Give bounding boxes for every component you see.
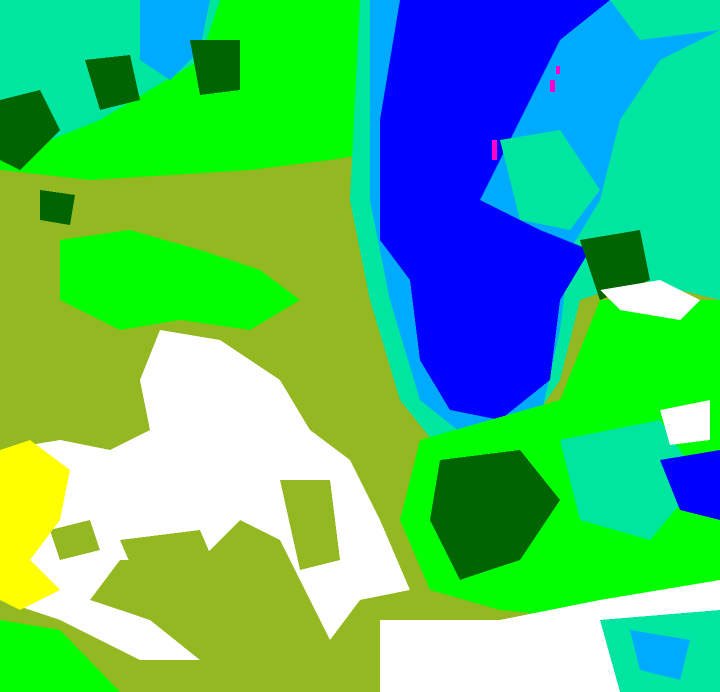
region-dark-green-2 bbox=[0, 90, 60, 170]
region-top-right-teal bbox=[610, 0, 720, 40]
region-lower-right-blue bbox=[660, 450, 720, 520]
magenta-speck-2 bbox=[492, 140, 497, 160]
region-right-dark-1 bbox=[580, 230, 650, 300]
region-olive-patch-2 bbox=[120, 530, 230, 640]
magenta-speck-1 bbox=[550, 80, 555, 92]
region-mid-green bbox=[60, 230, 300, 330]
region-white-cloud bbox=[0, 330, 410, 660]
region-lower-right-teal bbox=[560, 420, 700, 540]
region-bottom-green bbox=[0, 620, 120, 692]
region-yellow bbox=[0, 440, 70, 610]
region-right-white-1 bbox=[600, 280, 700, 320]
region-dark-green-4 bbox=[85, 55, 140, 110]
region-dark-green-1 bbox=[190, 40, 240, 95]
region-olive-patch-1 bbox=[50, 520, 100, 560]
region-olive-patch-3 bbox=[280, 480, 340, 570]
region-blue-teal-inlet bbox=[500, 130, 600, 230]
region-lower-right-dark bbox=[430, 450, 560, 580]
region-dark-green-3 bbox=[40, 190, 75, 225]
magenta-speck-3 bbox=[556, 66, 560, 74]
region-top-left-lightblue bbox=[140, 0, 210, 80]
region-right-white-2 bbox=[660, 400, 710, 445]
region-bottom-right-lightblue bbox=[630, 630, 690, 680]
region-blue-core bbox=[380, 0, 610, 420]
